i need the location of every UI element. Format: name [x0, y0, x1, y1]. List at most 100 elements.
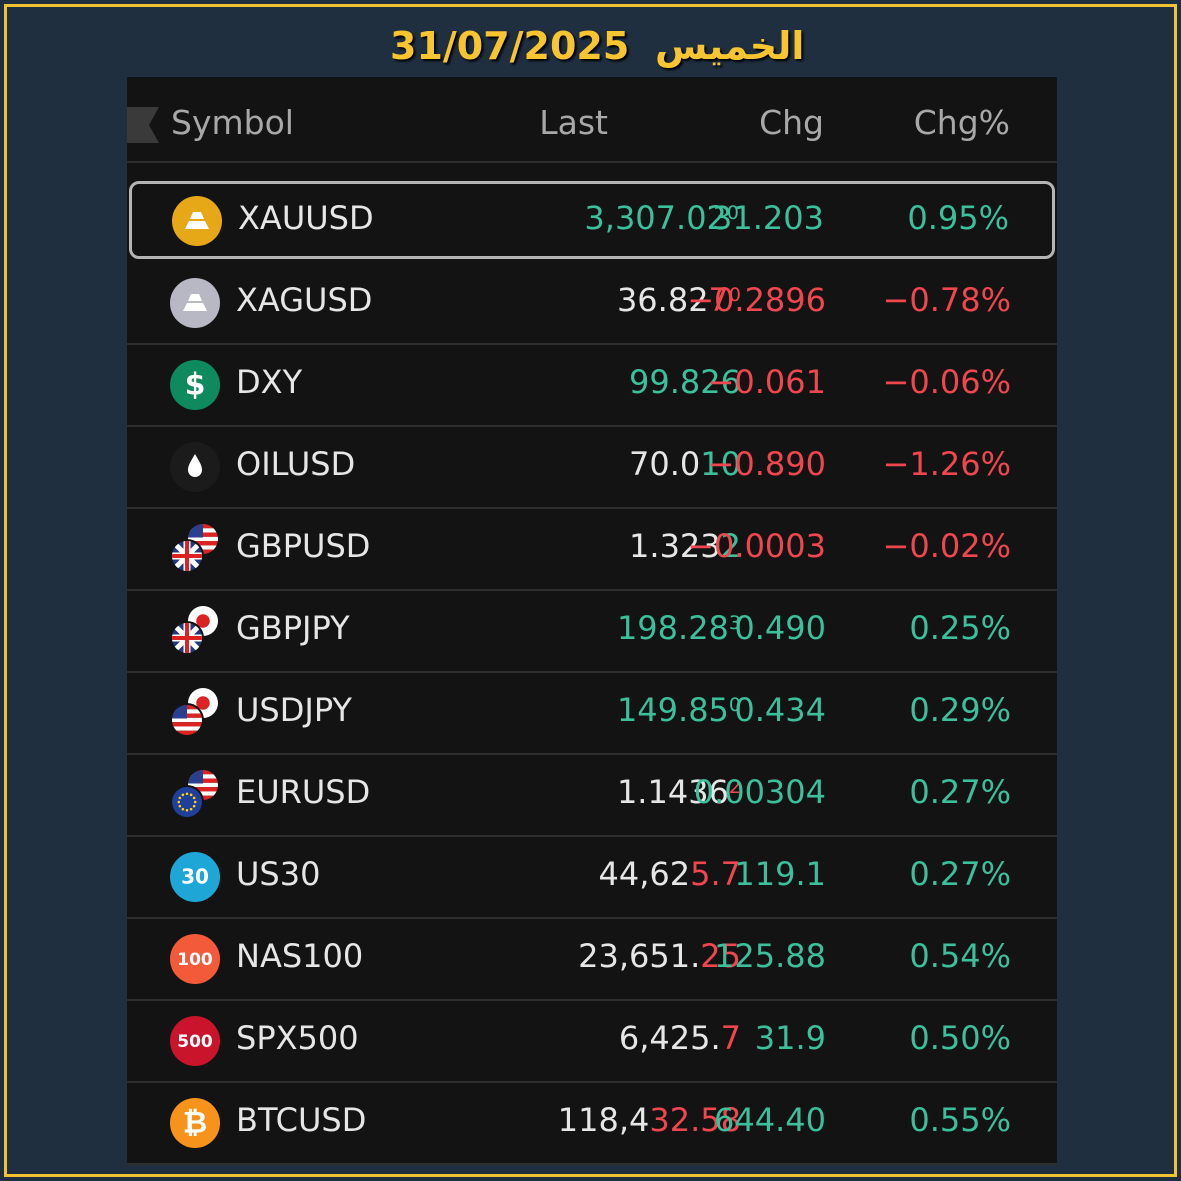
header-divider — [127, 161, 1057, 163]
price-part: 1.323 — [629, 527, 721, 565]
row: $ DXY 99.826 −0.061 −0.06% — [127, 345, 1057, 427]
price-part: 149.85 — [616, 691, 729, 729]
change: 125.88 — [714, 937, 826, 975]
change-pct: −0.78% — [882, 281, 1011, 319]
symbol: US30 — [236, 855, 321, 893]
cross — [172, 623, 202, 653]
flag-us — [172, 705, 202, 735]
frame — [4, 4, 1177, 1177]
stripe — [188, 787, 218, 792]
change-pct: −0.06% — [882, 363, 1011, 401]
icon-bg — [170, 852, 220, 902]
last-price: 44,625.7 — [599, 855, 742, 893]
watchlist: Symbol Last Chg Chg% XAUUSD 3,307.020 31.2… — [127, 77, 1057, 1165]
last-price: 149.850 — [617, 691, 741, 729]
change-pct: −0.02% — [882, 527, 1011, 565]
change-pct: 0.55% — [909, 1101, 1011, 1139]
star — [181, 807, 185, 811]
symbol-icon — [172, 196, 222, 246]
cross — [172, 541, 202, 571]
icon-bg — [170, 1098, 220, 1148]
price-part: 0 — [728, 284, 741, 306]
icon-bg — [170, 1016, 220, 1066]
symbol-icon: ₿ — [170, 1098, 220, 1148]
col-header: Last — [539, 103, 608, 142]
drop — [188, 454, 202, 477]
change-pct: 0.29% — [909, 691, 1011, 729]
symbol: DXY — [236, 363, 303, 401]
change: −0.0003 — [687, 527, 826, 565]
row: XAGUSD 36.8270 −0.2896 −0.78% — [127, 263, 1057, 345]
last-price: 6,425.7 — [619, 1019, 741, 1057]
price-part: 44,62 — [598, 855, 691, 893]
change-pct: 0.95% — [907, 199, 1009, 237]
sun — [196, 614, 210, 628]
change: −0.061 — [707, 363, 826, 401]
symbol: BTCUSD — [236, 1101, 367, 1139]
last-price: 99.826 — [629, 363, 741, 401]
row: 100 NAS100 23,651.25 125.88 0.54% — [127, 919, 1057, 1001]
star — [181, 793, 185, 797]
col-header: Symbol — [171, 103, 294, 142]
change: 0.00304 — [693, 773, 826, 811]
change-pct: 0.27% — [909, 855, 1011, 893]
star — [177, 800, 181, 804]
star — [185, 792, 189, 796]
symbol: EURUSD — [236, 773, 371, 811]
col-header: Chg% — [913, 103, 1010, 142]
price-part: 36.82 — [616, 281, 709, 319]
col-header: Chg — [759, 103, 824, 142]
symbol: NAS100 — [236, 937, 364, 975]
stripe — [172, 726, 202, 731]
change-pct: 0.54% — [909, 937, 1011, 975]
star — [178, 804, 182, 808]
icon-text: 500 — [177, 1032, 213, 1052]
last-price: 1.3232 — [629, 527, 741, 565]
price-part: 7 — [720, 1019, 741, 1057]
bar — [183, 303, 207, 311]
price-part: 0 — [726, 202, 739, 224]
change-pct: −1.26% — [882, 445, 1011, 483]
price-part: 70.0 — [629, 445, 701, 483]
symbol: GBPUSD — [236, 527, 371, 565]
change: −0.890 — [707, 445, 826, 483]
symbol-icon: $ — [170, 360, 220, 410]
row: GBPJPY 198.283 0.490 0.25% — [127, 591, 1057, 673]
price-part: 6,425. — [618, 1019, 721, 1057]
icon-text: $ — [185, 368, 206, 403]
symbol-icon: 100 — [170, 934, 220, 984]
date: 31/07/2025 — [390, 24, 630, 68]
symbol-icon: 30 — [170, 852, 220, 902]
symbol: XAUUSD — [238, 199, 374, 237]
price-part: 2 — [728, 776, 741, 798]
icon-bg — [170, 934, 220, 984]
star — [192, 796, 196, 800]
canton — [188, 524, 203, 538]
icon-text: ₿ — [183, 1106, 207, 1141]
symbol-icon — [170, 606, 218, 655]
symbol-icon — [170, 688, 218, 737]
stripe — [188, 791, 218, 796]
price-part: 118,4 — [557, 1101, 650, 1139]
symbol: SPX500 — [236, 1019, 359, 1057]
star — [189, 807, 193, 811]
sort-icon — [127, 107, 159, 143]
price-part: 25 — [700, 937, 741, 975]
last-price: 23,651.25 — [578, 937, 741, 975]
row: 30 US30 44,625.7 119.1 0.27% — [127, 837, 1057, 919]
price-part: 2 — [720, 527, 741, 565]
stripe — [172, 722, 202, 727]
price-part: 10 — [700, 445, 741, 483]
last-price: 1.14362 — [617, 773, 741, 811]
star — [192, 804, 196, 808]
row: XAUUSD 3,307.020 31.203 0.95% — [129, 181, 1055, 259]
bar — [190, 212, 204, 219]
row: USDJPY 149.850 0.434 0.29% — [127, 673, 1057, 755]
stripe — [172, 717, 202, 723]
change: −0.2896 — [687, 281, 826, 319]
stripe — [188, 545, 218, 550]
bar — [185, 221, 209, 229]
price-part: 23,651. — [578, 937, 701, 975]
symbol-icon — [170, 770, 218, 819]
change-pct: 0.25% — [909, 609, 1011, 647]
